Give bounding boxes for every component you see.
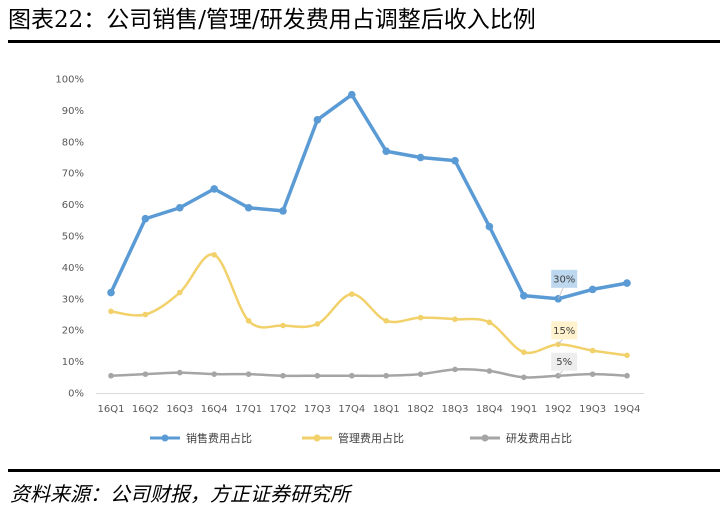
callout-label: 15% <box>553 326 575 337</box>
data-point <box>485 222 494 231</box>
x-tick-label: 19Q1 <box>510 404 537 415</box>
data-point <box>588 285 597 294</box>
x-tick-label: 19Q4 <box>614 404 641 415</box>
data-point <box>210 185 218 193</box>
y-tick-label: 0% <box>68 389 84 400</box>
series-3 <box>108 366 630 381</box>
data-point <box>416 153 425 162</box>
data-point <box>624 352 630 359</box>
data-point <box>142 371 149 377</box>
data-point <box>623 279 631 287</box>
data-point <box>521 349 527 355</box>
x-tick-label: 18Q3 <box>442 404 469 415</box>
data-point <box>417 314 424 321</box>
legend-label: 研发费用占比 <box>506 431 572 445</box>
legend-item-3: 研发费用占比 <box>470 431 572 445</box>
data-point <box>211 371 217 377</box>
data-point <box>141 214 150 223</box>
x-tick-label: 16Q4 <box>201 404 228 415</box>
figure-source: 资料来源：公司财报，方正证券研究所 <box>10 482 350 506</box>
data-point <box>452 316 458 323</box>
series-line <box>109 92 629 301</box>
data-point <box>521 374 527 381</box>
legend-swatch-marker <box>313 434 321 442</box>
x-tick-label: 18Q1 <box>373 404 400 415</box>
y-tick-label: 60% <box>62 200 84 211</box>
x-tick-label: 16Q2 <box>132 404 159 415</box>
data-point <box>349 372 355 379</box>
data-point <box>589 347 596 354</box>
data-point <box>280 322 286 329</box>
data-point <box>520 291 528 300</box>
legend-label: 销售费用占比 <box>186 431 252 445</box>
data-point <box>486 368 493 374</box>
callout-label: 30% <box>553 274 575 285</box>
y-tick-label: 90% <box>62 106 84 117</box>
bottom-rule <box>8 469 720 472</box>
data-point <box>176 203 184 212</box>
data-point <box>107 288 115 297</box>
data-point <box>211 252 217 258</box>
data-point <box>452 366 458 373</box>
data-point <box>383 317 390 324</box>
data-point <box>348 90 356 99</box>
x-tick-label: 19Q2 <box>545 404 572 415</box>
data-point <box>245 371 252 377</box>
y-tick-label: 50% <box>62 232 84 243</box>
legend-swatch-marker <box>481 434 489 442</box>
x-tick-label: 17Q4 <box>338 404 365 415</box>
data-point <box>142 311 149 318</box>
legend-item-1: 销售费用占比 <box>150 431 252 445</box>
data-point <box>314 321 321 327</box>
data-point <box>417 371 424 377</box>
x-tick-label: 18Q2 <box>407 404 434 415</box>
series-1 <box>107 90 631 303</box>
y-tick-label: 20% <box>62 326 84 337</box>
data-point <box>244 203 253 212</box>
y-tick-label: 70% <box>62 169 84 180</box>
data-point <box>486 319 493 326</box>
series-line <box>109 368 629 379</box>
x-tick-label: 16Q1 <box>98 404 125 415</box>
legend-item-2: 管理费用占比 <box>302 431 404 445</box>
data-point <box>313 116 322 124</box>
data-point <box>314 372 321 379</box>
callout-leader <box>557 285 565 299</box>
y-tick-label: 80% <box>62 137 84 148</box>
data-point <box>589 371 596 377</box>
callout-box <box>551 269 578 288</box>
series-2 <box>108 252 630 359</box>
callout-box <box>551 352 578 371</box>
data-point <box>245 317 252 324</box>
top-rule <box>8 40 720 43</box>
x-tick-label: 19Q3 <box>579 404 606 415</box>
y-tick-label: 30% <box>62 294 84 305</box>
figure-title: 图表22：公司销售/管理/研发费用占调整后收入比例 <box>8 7 536 33</box>
y-tick-label: 100% <box>55 75 84 86</box>
x-tick-label: 17Q1 <box>235 404 262 415</box>
data-point <box>624 372 630 379</box>
data-point <box>383 372 390 379</box>
data-point <box>382 147 391 156</box>
x-tick-label: 17Q3 <box>304 404 331 415</box>
series-line <box>109 253 629 357</box>
x-tick-label: 16Q3 <box>166 404 193 415</box>
y-tick-label: 40% <box>62 263 84 274</box>
data-point <box>349 291 355 297</box>
data-point <box>280 372 286 379</box>
legend-label: 管理费用占比 <box>338 431 404 445</box>
y-tick-label: 10% <box>62 357 84 368</box>
data-point <box>177 369 183 376</box>
legend-swatch-marker <box>161 434 169 442</box>
x-tick-label: 18Q4 <box>476 404 503 415</box>
data-point <box>108 372 114 379</box>
callout-label: 5% <box>556 357 572 368</box>
data-point <box>108 308 114 315</box>
data-point <box>177 289 183 296</box>
data-point <box>279 207 287 215</box>
data-point <box>451 156 459 165</box>
x-tick-label: 17Q2 <box>270 404 297 415</box>
callout-box <box>551 321 578 340</box>
